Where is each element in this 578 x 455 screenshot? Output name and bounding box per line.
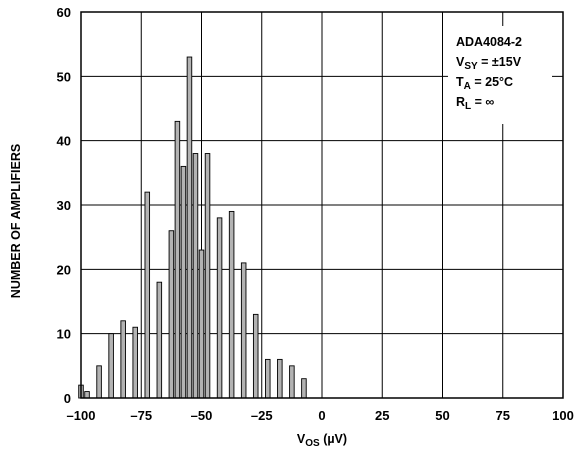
conditions-annotation: ADA4084-2 VSY = ±15V TA = 25°C RL = ∞ [456, 35, 522, 112]
histogram-bar [289, 365, 295, 399]
x-tick-label: 0 [318, 408, 325, 423]
y-tick-label: 30 [57, 198, 71, 213]
histogram-bar [252, 313, 259, 399]
y-tick-label: 60 [57, 5, 71, 20]
y-tick-label: 40 [57, 134, 71, 149]
histogram-bar [168, 230, 175, 399]
histogram-bar [108, 333, 114, 399]
histogram-bar [277, 358, 283, 399]
y-tick-label: 20 [57, 262, 71, 277]
y-tick-label: 10 [57, 327, 71, 342]
annotation-background [448, 26, 552, 124]
histogram-bar [265, 358, 271, 399]
x-tick-label: –25 [251, 408, 273, 423]
annotation-line: VSY = ±15V [456, 55, 522, 72]
x-tick-label: –50 [191, 408, 213, 423]
x-axis-label-sub: OS [305, 438, 320, 449]
y-tick-label: 50 [57, 69, 71, 84]
x-axis-label: VOS (µV) [297, 432, 347, 449]
histogram-bar [186, 56, 193, 399]
histogram-bar [132, 326, 138, 399]
histogram-bar [301, 378, 307, 399]
histogram-bar [240, 262, 247, 399]
histogram-bar [84, 391, 90, 399]
x-axis-ticks: –100 –75 –50 –25 0 25 50 75 100 [67, 408, 574, 423]
histogram-bar [192, 153, 199, 399]
histogram-bar [156, 281, 163, 399]
histogram-bar [228, 210, 235, 399]
histogram-bar [120, 320, 126, 399]
x-tick-label: 75 [496, 408, 510, 423]
x-tick-label: –100 [67, 408, 96, 423]
x-tick-label: –75 [130, 408, 152, 423]
x-tick-label: 25 [375, 408, 389, 423]
x-tick-label: 50 [435, 408, 449, 423]
y-axis-ticks: 0 10 20 30 40 50 60 [57, 5, 71, 406]
histogram-bar [198, 249, 205, 399]
histogram-bar [216, 217, 223, 399]
plot-frame [80, 11, 564, 399]
histogram-bar [174, 120, 181, 399]
x-axis-label-main: V [297, 432, 306, 446]
histogram-bar [144, 191, 151, 399]
y-axis-label: NUMBER OF AMPLIFIERS [9, 144, 23, 298]
histogram-bar [180, 165, 187, 399]
annotation-line: ADA4084-2 [456, 35, 522, 49]
y-tick-label: 0 [64, 391, 71, 406]
x-tick-label: 100 [552, 408, 574, 423]
histogram-bar [96, 365, 102, 399]
histogram-bar [204, 153, 211, 399]
annotation-line: TA = 25°C [456, 75, 513, 92]
annotation-line: RL = ∞ [456, 95, 494, 112]
x-axis-label-unit: (µV) [320, 432, 347, 446]
histogram-bars [78, 56, 307, 399]
